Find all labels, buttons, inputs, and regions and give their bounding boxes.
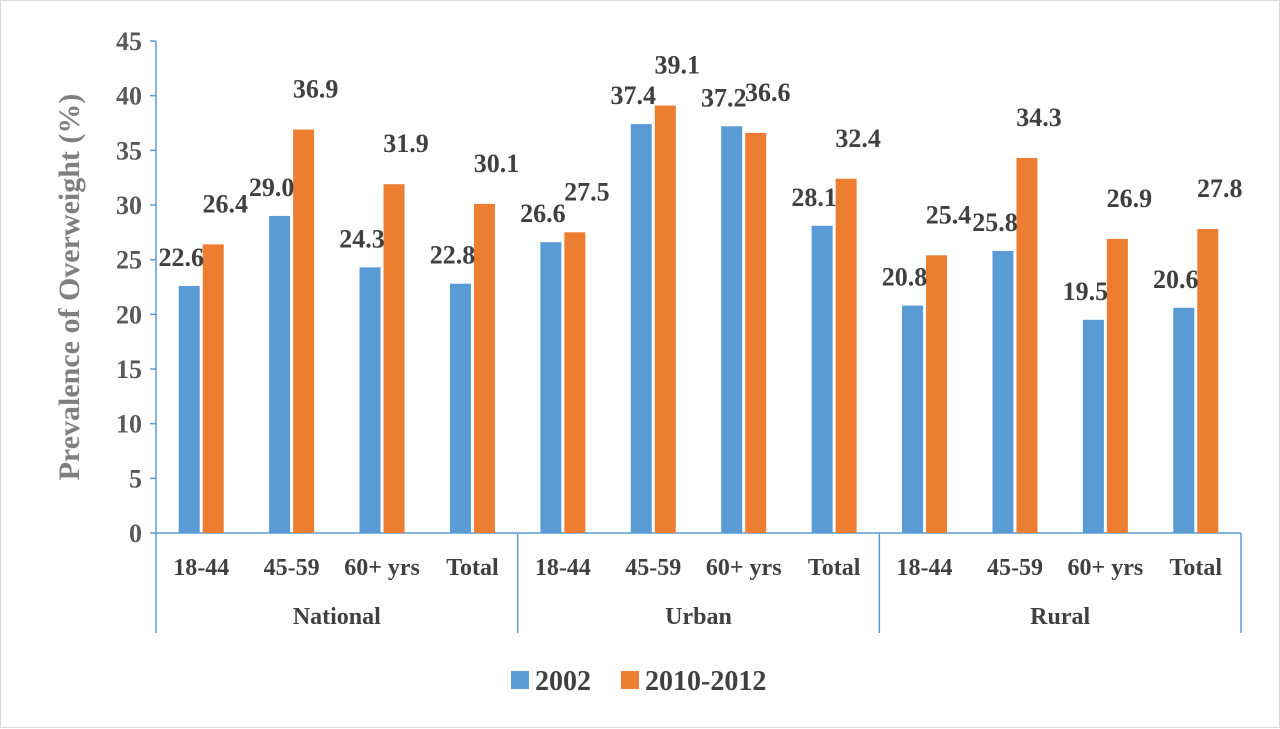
y-tick-label: 15 (116, 355, 142, 384)
bars (178, 105, 1219, 534)
y-axis-label: Prevalence of Overweight (%) (53, 94, 86, 481)
data-label-2010-2012: 36.6 (745, 78, 791, 107)
y-tick-label: 25 (116, 246, 142, 275)
bar-2010-2012 (835, 178, 857, 533)
x-category-label: Total (446, 555, 499, 581)
data-label-2002: 22.8 (430, 241, 476, 270)
bar-2010-2012 (1016, 157, 1038, 533)
bar-2002 (1082, 319, 1104, 533)
bar-2010-2012 (473, 203, 495, 533)
bar-2010-2012 (745, 132, 767, 533)
data-label-2002: 19.5 (1063, 277, 1109, 306)
bar-2010-2012 (1197, 229, 1219, 533)
y-tick-label: 30 (116, 191, 142, 220)
data-label-2010-2012: 27.8 (1197, 174, 1243, 203)
data-label-2010-2012: 32.4 (835, 124, 881, 153)
y-tick-label: 5 (129, 464, 142, 493)
bar-2010-2012 (202, 244, 224, 534)
data-label-2010-2012: 25.4 (926, 200, 972, 229)
bar-2002 (721, 126, 743, 533)
data-label-2010-2012: 39.1 (655, 51, 701, 80)
bar-2002 (811, 225, 833, 534)
x-category-label: 45-59 (987, 555, 1043, 581)
bar-2002 (992, 250, 1014, 534)
bar-2010-2012 (654, 105, 676, 534)
data-label-2002: 25.8 (972, 208, 1018, 237)
data-label-2002: 28.1 (791, 183, 837, 212)
data-label-2002: 22.6 (158, 243, 204, 272)
bar-2010-2012 (1106, 238, 1128, 534)
x-category-label: Total (1170, 555, 1223, 581)
data-label-2002: 20.8 (882, 263, 928, 292)
x-group-label: Rural (1030, 604, 1090, 630)
bar-2002 (178, 285, 200, 533)
data-label-2002: 24.3 (339, 224, 385, 253)
data-label-2010-2012: 36.9 (293, 75, 339, 104)
x-category-label: 60+ yrs (706, 555, 782, 581)
data-label-2002: 20.6 (1153, 265, 1199, 294)
x-category-label: 45-59 (264, 555, 320, 581)
bar-2010-2012 (383, 184, 405, 533)
data-labels: 22.6 26.429.0 36.9 24.3 31.9 22.8 30.126.627.5… (158, 51, 1242, 306)
y-tick-label: 10 (116, 410, 142, 439)
bar-2002 (630, 124, 652, 534)
data-label-2002: 37.2 (701, 83, 747, 112)
legend-swatch (511, 671, 529, 689)
data-label-2010-2012: 34.3 (1016, 103, 1062, 132)
bar-2002 (902, 305, 924, 533)
legend-label: 2002 (535, 666, 591, 697)
data-label-2002: 37.4 (611, 81, 657, 110)
y-tick-labels: 0 5 10 15 20 25 30 35 40 45 (116, 27, 142, 548)
axes (150, 40, 1242, 633)
x-category-label: 60+ yrs (1068, 555, 1144, 581)
data-label-2002: 29.0 (249, 173, 295, 202)
bar-2010-2012 (293, 129, 315, 533)
x-group-label: Urban (665, 604, 732, 630)
x-category-label: 18-44 (897, 555, 953, 581)
x-category-label: Total (808, 555, 861, 581)
x-category-label: 45-59 (625, 555, 681, 581)
x-category-labels: 18-44 45-59 60+ yrs Total 18-44 45-59 60+ yrs T… (173, 555, 1222, 581)
bar-2010-2012 (926, 255, 948, 533)
x-category-label: 60+ yrs (344, 555, 420, 581)
bar-2010-2012 (564, 232, 586, 534)
bar-2002 (540, 242, 562, 533)
data-label-2010-2012: 26.4 (202, 189, 248, 218)
x-group-label: National (293, 604, 381, 630)
legend: 2002 2010-2012 (511, 666, 766, 697)
bar-2002 (449, 283, 471, 533)
y-tick-label: 35 (116, 136, 142, 165)
data-label-2010-2012: 26.9 (1107, 184, 1153, 213)
bar-2002 (269, 215, 291, 533)
data-label-2010-2012: 31.9 (383, 129, 429, 158)
y-tick-label: 45 (116, 27, 142, 56)
y-tick-label: 20 (116, 300, 142, 329)
x-category-label: 18-44 (535, 555, 591, 581)
data-label-2002: 26.6 (520, 199, 566, 228)
x-category-label: 18-44 (173, 555, 229, 581)
legend-swatch (621, 671, 639, 689)
y-tick-label: 0 (129, 519, 142, 548)
data-label-2010-2012: 27.5 (564, 177, 610, 206)
x-group-labels: National Urban Rural (293, 604, 1091, 630)
y-tick-label: 40 (116, 82, 142, 111)
bar-2002 (1173, 307, 1195, 533)
bar-2002 (359, 267, 381, 533)
data-label-2010-2012: 30.1 (474, 149, 520, 178)
legend-label: 2010-2012 (645, 666, 766, 697)
